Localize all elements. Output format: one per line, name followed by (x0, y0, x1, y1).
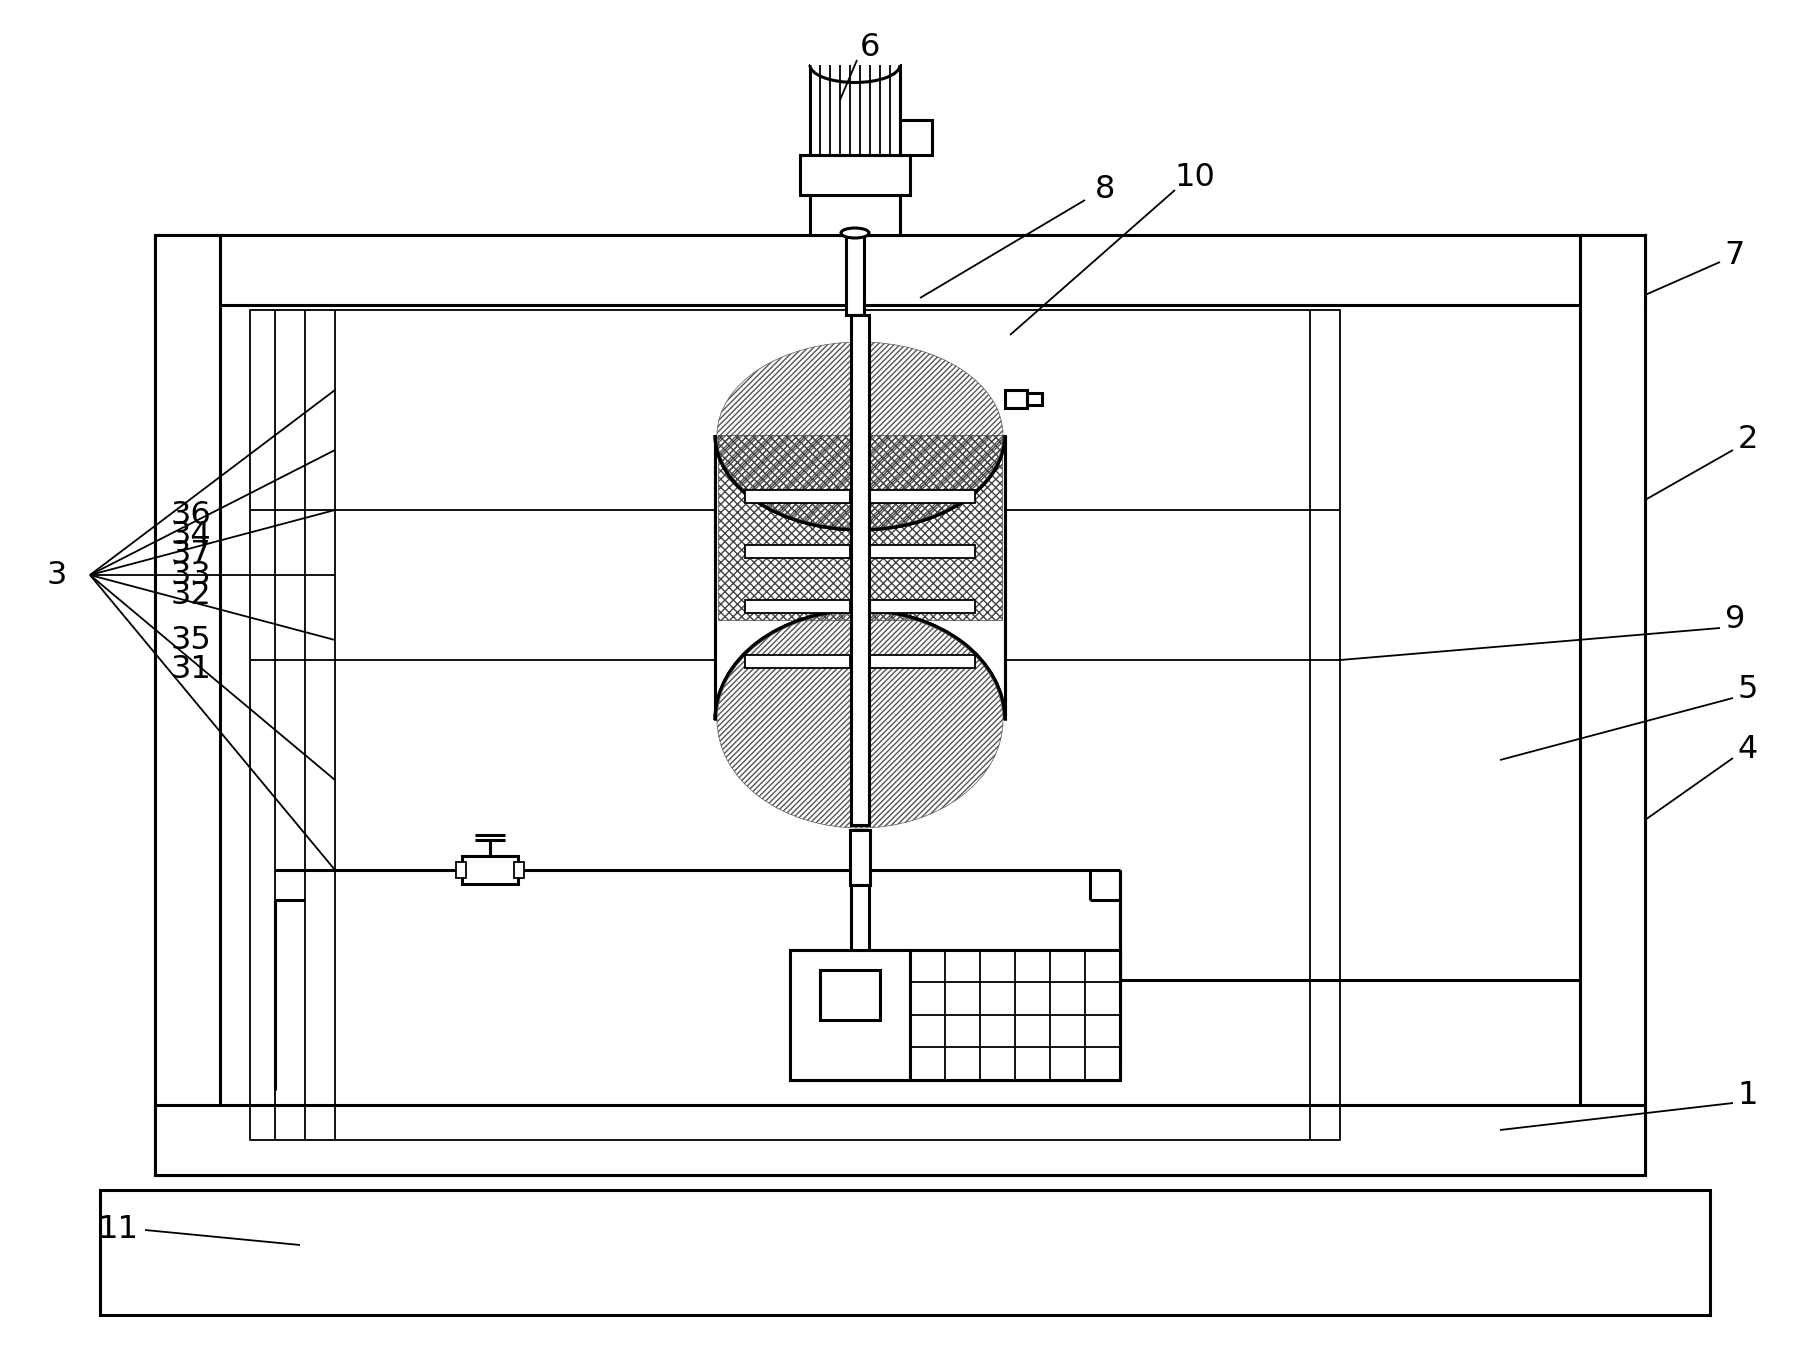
Bar (810, 195, 900, 236)
Ellipse shape (810, 47, 900, 82)
Text: 31: 31 (171, 654, 211, 685)
Bar (745, 656, 850, 668)
Bar (851, 886, 869, 950)
Text: 10: 10 (1175, 163, 1215, 194)
Text: 36: 36 (171, 501, 211, 532)
Bar (911, 950, 1120, 1079)
Ellipse shape (715, 341, 1004, 530)
Bar (715, 435, 1004, 720)
Bar (455, 861, 466, 878)
Bar (1028, 393, 1042, 405)
Bar (1004, 390, 1028, 408)
Bar (869, 545, 976, 559)
Bar (810, 65, 900, 155)
Text: 2: 2 (1737, 424, 1759, 455)
Bar (846, 236, 864, 315)
Bar (250, 310, 1339, 1140)
Bar (101, 1190, 1710, 1315)
Bar (745, 545, 850, 559)
Text: 1: 1 (1737, 1079, 1759, 1110)
Bar (1580, 236, 1645, 1175)
Bar (790, 950, 1120, 1079)
Bar (463, 856, 518, 884)
Bar (790, 950, 911, 1079)
Bar (745, 600, 850, 612)
Bar (851, 315, 869, 825)
Ellipse shape (841, 227, 869, 238)
Bar (155, 236, 1645, 306)
Text: 37: 37 (171, 538, 211, 569)
Bar (900, 120, 932, 155)
Text: 8: 8 (1094, 175, 1116, 206)
Ellipse shape (715, 610, 1004, 830)
Bar (869, 656, 976, 668)
Bar (155, 1105, 1645, 1175)
Text: 7: 7 (1724, 240, 1746, 271)
Bar (745, 490, 850, 503)
Bar (155, 236, 1645, 1175)
Bar (869, 490, 976, 503)
Text: 6: 6 (860, 32, 880, 63)
Text: 9: 9 (1724, 604, 1746, 635)
Bar (850, 830, 869, 886)
Text: 4: 4 (1737, 735, 1759, 766)
Text: 11: 11 (97, 1214, 139, 1245)
Text: 32: 32 (171, 580, 211, 611)
Text: 34: 34 (171, 520, 211, 551)
Bar (515, 861, 524, 878)
Bar (799, 155, 911, 195)
Text: 35: 35 (171, 625, 211, 656)
Text: 3: 3 (47, 560, 67, 591)
Bar (821, 970, 880, 1020)
Bar (718, 435, 1003, 621)
Bar (869, 600, 976, 612)
Text: 5: 5 (1737, 674, 1759, 705)
Text: 33: 33 (171, 560, 211, 591)
Bar (155, 236, 220, 1175)
